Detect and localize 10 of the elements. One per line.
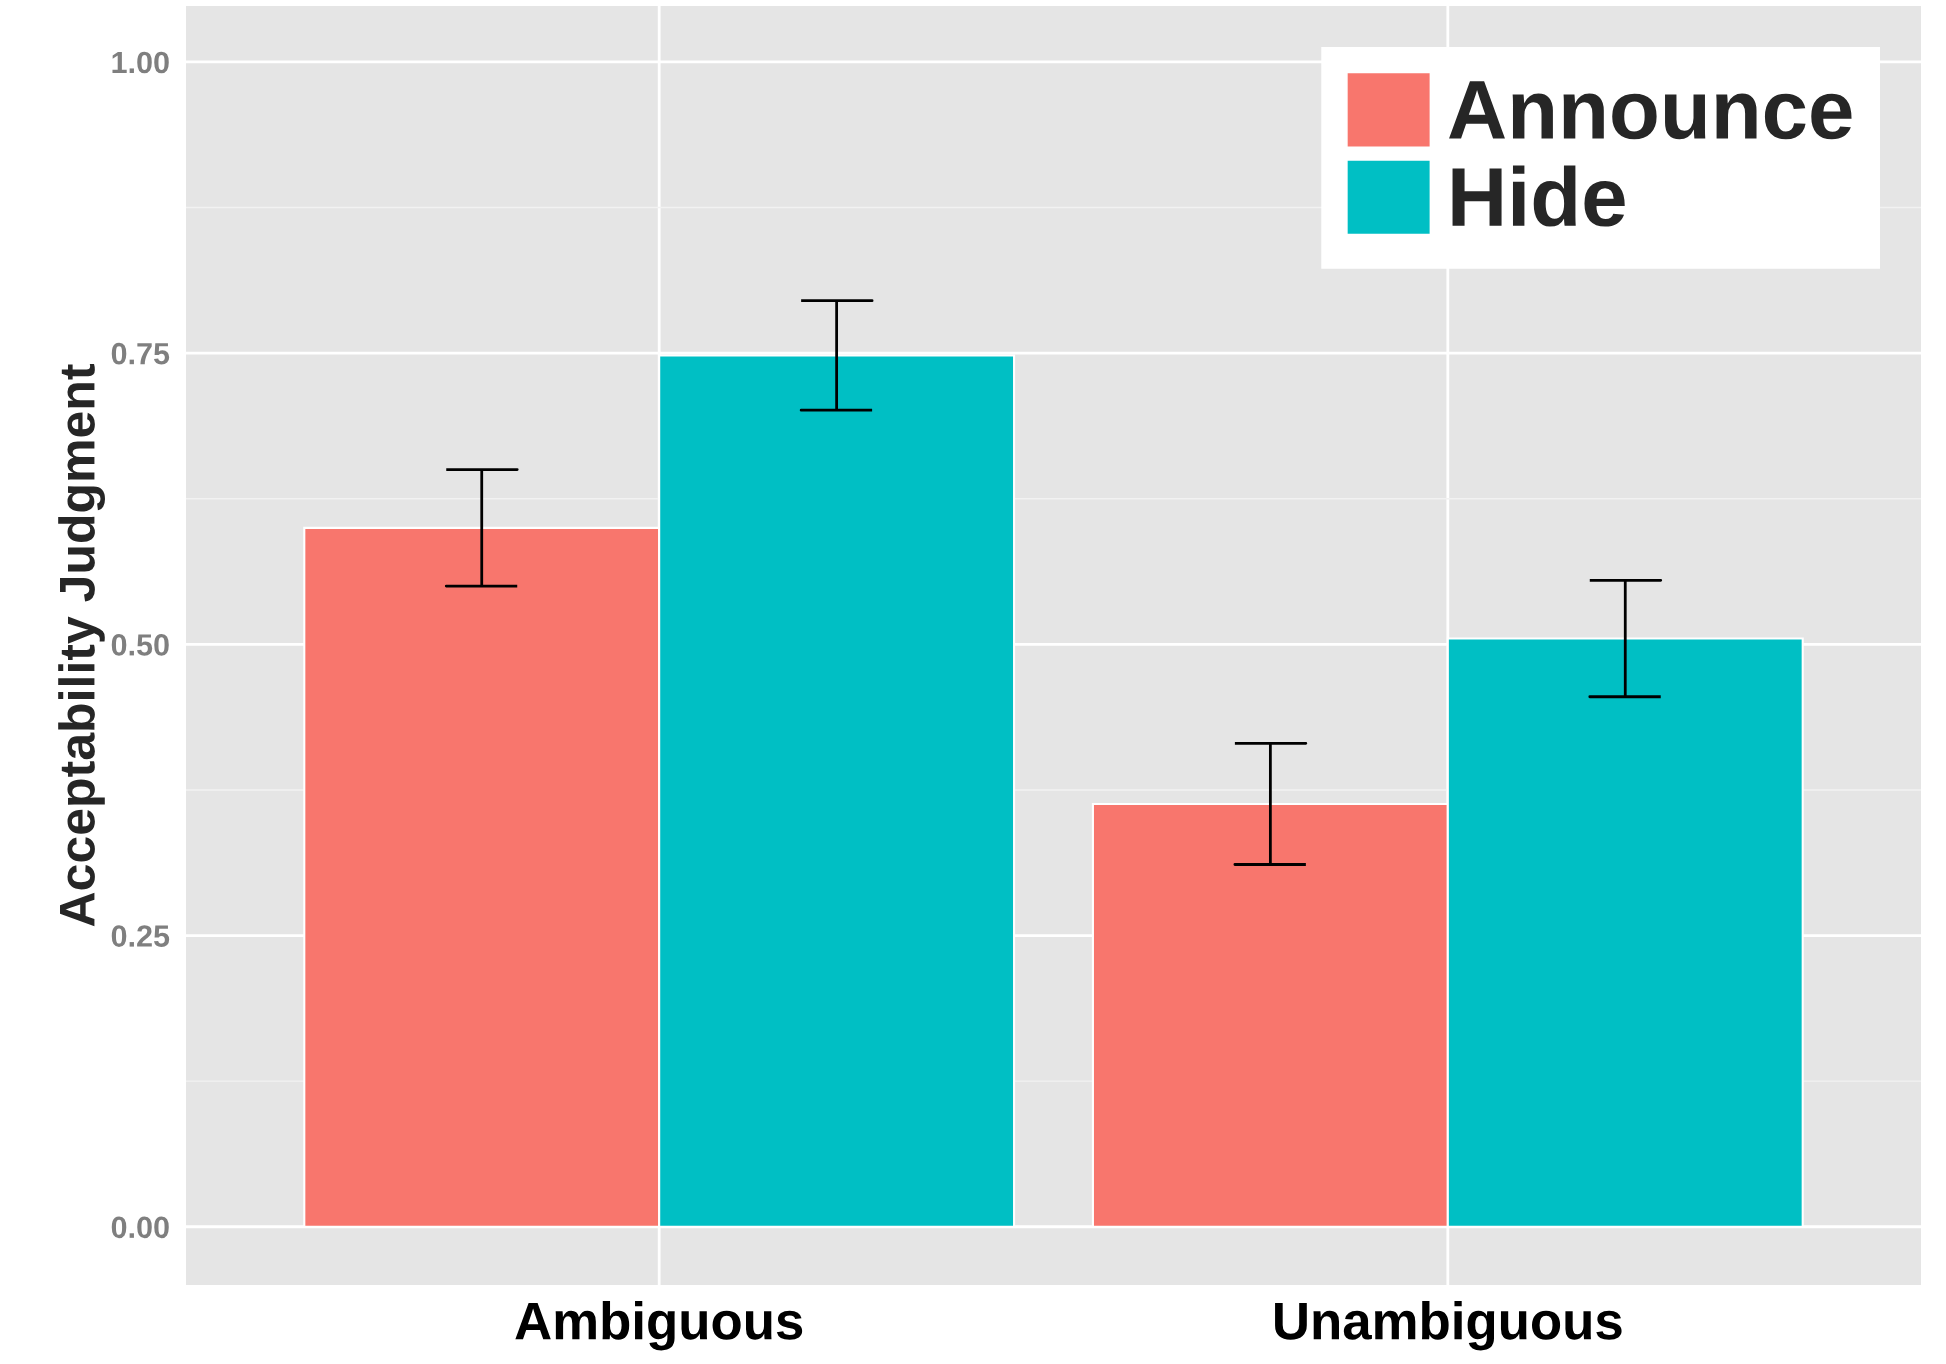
y-tick-label: 0.25 bbox=[111, 925, 170, 947]
y-tick-label: 0.50 bbox=[111, 634, 169, 656]
y-tick-label: 0.00 bbox=[111, 1216, 169, 1239]
y-tick-label: 1.00 bbox=[112, 51, 169, 74]
y-axis-title: Acceptability Judgment bbox=[58, 364, 106, 927]
legend-label: Hide bbox=[1452, 165, 1625, 227]
x-tick-label: Ambiguous bbox=[515, 1300, 803, 1351]
y-tick-label: 0.75 bbox=[111, 342, 170, 365]
x-tick-label: Unambiguous bbox=[1275, 1300, 1622, 1351]
legend-label: Announce bbox=[1449, 81, 1852, 140]
